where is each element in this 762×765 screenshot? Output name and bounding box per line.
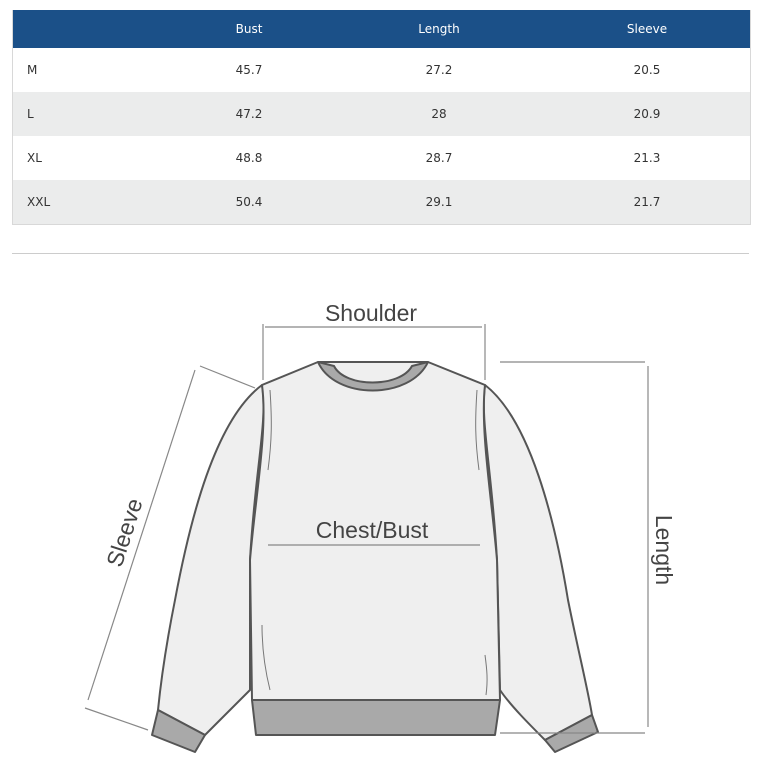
length-label: Length	[651, 515, 677, 585]
length-cell: 28.7	[425, 151, 453, 165]
hem-band	[251, 699, 501, 736]
sleeve-cell: 21.3	[633, 151, 661, 165]
size-cell: XXL	[27, 195, 51, 209]
bust-cell: 47.2	[235, 107, 263, 121]
sleeve-cell: 21.7	[633, 195, 661, 209]
chest-label: Chest/Bust	[316, 517, 429, 543]
shoulder-label: Shoulder	[325, 300, 417, 326]
length-cell: 29.1	[425, 195, 453, 209]
header-sleeve: Sleeve	[626, 22, 668, 36]
header-bust: Bust	[235, 22, 263, 36]
length-cell: 28	[431, 107, 447, 121]
collar	[317, 361, 429, 392]
table-row: M 45.7 27.2 20.5	[13, 48, 750, 92]
bust-cell: 45.7	[235, 63, 263, 77]
table-row: L 47.2 28 20.9	[13, 92, 750, 136]
table-row: XL 48.8 28.7 21.3	[13, 136, 750, 180]
sleeve-label: Sleeve	[101, 495, 147, 570]
left-sleeve	[157, 384, 265, 736]
header-length: Length	[418, 22, 460, 36]
length-cell: 27.2	[425, 63, 453, 77]
size-table: Bust Length Sleeve M 45.7 27.2 20.5 L 47…	[12, 10, 751, 225]
sleeve-cell: 20.5	[633, 63, 661, 77]
bust-cell: 48.8	[235, 151, 263, 165]
divider	[12, 253, 749, 254]
body	[249, 361, 501, 701]
size-cell: XL	[27, 151, 42, 165]
bust-cell: 50.4	[235, 195, 263, 209]
table-header: Bust Length Sleeve	[13, 10, 750, 48]
left-cuff	[151, 709, 206, 753]
size-cell: M	[27, 63, 38, 77]
size-cell: L	[27, 107, 34, 121]
sleeve-cell: 20.9	[633, 107, 661, 121]
table-row: XXL 50.4 29.1 21.7	[13, 180, 750, 224]
dimension-lines	[84, 324, 649, 734]
